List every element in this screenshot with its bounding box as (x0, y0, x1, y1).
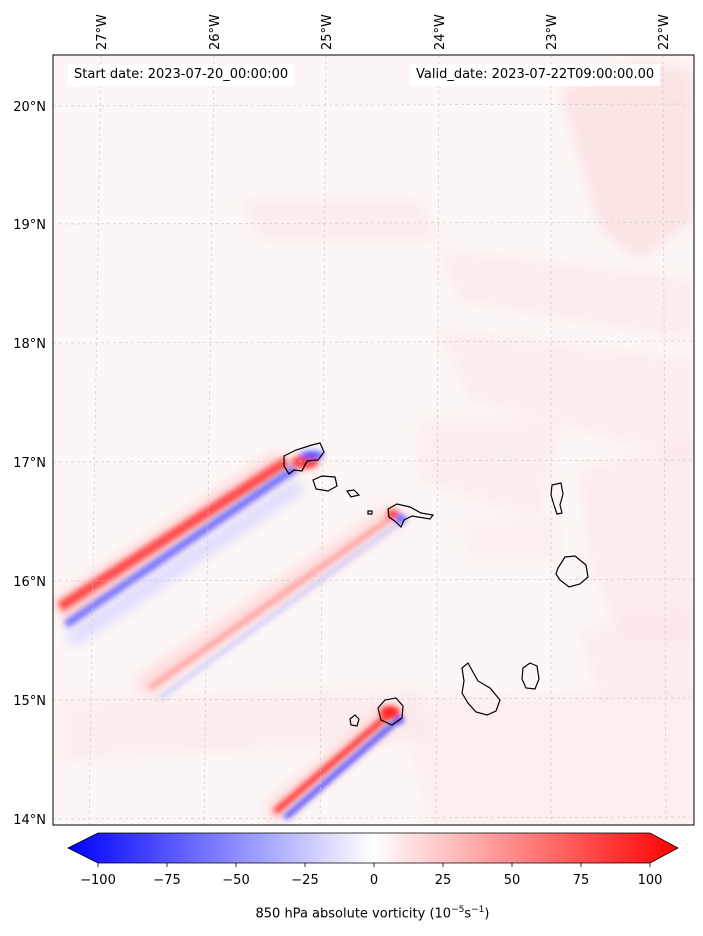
longitude-tick-label: 26°W (208, 14, 223, 50)
parallel-line (53, 816, 694, 820)
colorbar-body (67, 832, 679, 864)
colorbar-tick-label: −25 (291, 873, 318, 888)
colorbar-tick-label: 0 (370, 873, 378, 888)
island-branco (367, 510, 373, 515)
map-frame (52, 54, 695, 826)
meridian-line (203, 55, 215, 825)
parallel-line (53, 697, 694, 701)
meridian-line (662, 55, 667, 825)
longitude-tick-label: 22°W (657, 14, 672, 50)
parallel-line (53, 459, 694, 463)
longitude-tick-label: 27°W (95, 14, 110, 50)
colorbar-tick-label: 25 (435, 873, 452, 888)
vorticity-streak-central (133, 502, 405, 700)
island-maio (521, 662, 540, 690)
meridian-line (435, 55, 440, 825)
island-santa-luzia (345, 489, 361, 498)
island-fogo (377, 697, 404, 726)
island-boa-vista (555, 555, 589, 588)
island-santo-antao (283, 442, 325, 475)
colorbar-tick-label: −75 (153, 873, 180, 888)
island-santiago (461, 662, 501, 716)
vorticity-streak-south (263, 704, 402, 823)
colorbar-title-exp1: −5 (451, 905, 465, 915)
colorbar-title-mid: s (464, 906, 472, 922)
coastlines (283, 442, 589, 727)
colorbar-title: 850 hPa absolute vorticity (10−5s−1) (0, 905, 703, 921)
latitude-tick-labels: 20°N 19°N 18°N 17°N 16°N 15°N 14°N (13, 100, 46, 828)
latitude-tick-label: 20°N (13, 100, 46, 115)
island-sal (550, 482, 564, 515)
start-date-label: Start date: 2023-07-20_00:00:00 (68, 64, 295, 86)
colorbar-title-suffix: ) (484, 906, 490, 922)
latitude-tick-label: 19°N (13, 218, 46, 233)
island-sao-nicolau (387, 503, 435, 529)
colorbar-ticks: −100 −75 −50 −25 0 25 50 75 100 (80, 863, 662, 888)
parallel-line (53, 578, 694, 582)
colorbar-tick-label: −100 (80, 873, 116, 888)
map-panel (53, 55, 694, 825)
colorbar-tick-label: −50 (222, 873, 249, 888)
parallel-line (53, 340, 694, 344)
island-brava (349, 714, 360, 727)
longitude-tick-labels: 27°W 26°W 25°W 24°W 23°W 22°W (95, 14, 672, 50)
latitude-tick-label: 14°N (13, 813, 46, 828)
longitude-tick-label: 23°W (545, 14, 560, 50)
valid-date-label: Valid_date: 2023-07-22T09:00:00.00 (410, 64, 661, 86)
parallel-line (53, 103, 694, 107)
colorbar-title-exp2: −1 (471, 905, 485, 915)
colorbar-title-prefix: 850 hPa absolute vorticity (10 (255, 906, 452, 922)
longitude-tick-label: 25°W (320, 14, 335, 50)
colorbar-tick-label: 75 (573, 873, 590, 888)
meridian-line (319, 55, 327, 825)
meridian-line (88, 55, 102, 825)
colorbar-tick-label: 100 (638, 873, 663, 888)
longitude-tick-label: 24°W (433, 14, 448, 50)
latitude-tick-label: 17°N (13, 456, 46, 471)
gridlines (53, 55, 694, 825)
parallel-line (53, 221, 694, 225)
latitude-tick-label: 15°N (13, 694, 46, 709)
latitude-tick-label: 18°N (13, 337, 46, 352)
colorbar: −100 −75 −50 −25 0 25 50 75 100 (67, 832, 679, 888)
colorbar-tick-label: 50 (504, 873, 521, 888)
vorticity-streak-west (53, 451, 304, 646)
latitude-tick-label: 16°N (13, 575, 46, 590)
island-sao-vicente (312, 475, 338, 492)
